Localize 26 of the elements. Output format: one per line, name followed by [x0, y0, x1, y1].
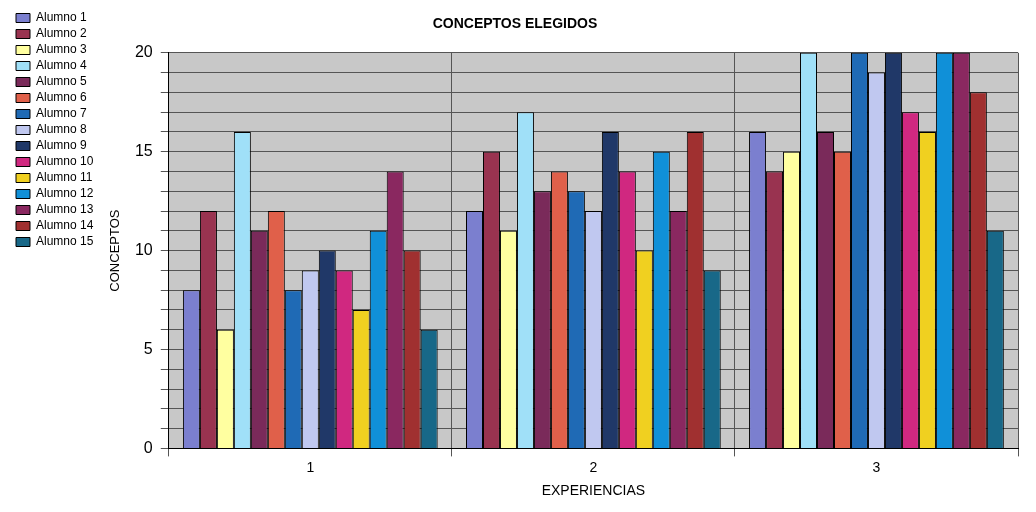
y-tick-label: 5	[143, 339, 153, 357]
legend-label: Alumno 7	[36, 106, 88, 121]
legend-label: Alumno 12	[36, 186, 94, 201]
legend-label: Alumno 9	[36, 138, 88, 153]
x-tick-label: 2	[589, 458, 598, 475]
legend-label: Alumno 1	[36, 10, 88, 25]
legend-label: Alumno 5	[36, 74, 88, 89]
legend-label: Alumno 4	[36, 58, 88, 73]
legend-label: Alumno 10	[36, 154, 94, 169]
y-axis-title: CONCEPTOS	[106, 209, 122, 292]
legend-label: Alumno 15	[36, 234, 94, 249]
legend-label: Alumno 6	[36, 90, 88, 105]
legend-label: Alumno 3	[36, 42, 88, 57]
chart-title: CONCEPTOS ELEGIDOS	[432, 15, 598, 32]
y-tick-label: 20	[134, 43, 153, 61]
legend-label: Alumno 13	[36, 202, 94, 217]
x-tick-label: 1	[306, 458, 315, 475]
legend-label: Alumno 8	[36, 122, 88, 137]
y-tick-label: 15	[134, 142, 153, 160]
legend-label: Alumno 2	[36, 26, 88, 41]
legend-label: Alumno 11	[36, 170, 93, 185]
x-axis-title: EXPERIENCIAS	[541, 482, 646, 499]
y-tick-label: 10	[134, 241, 153, 259]
x-tick-label: 3	[872, 458, 881, 475]
y-tick-label: 0	[143, 438, 153, 456]
legend-label: Alumno 14	[36, 218, 94, 233]
